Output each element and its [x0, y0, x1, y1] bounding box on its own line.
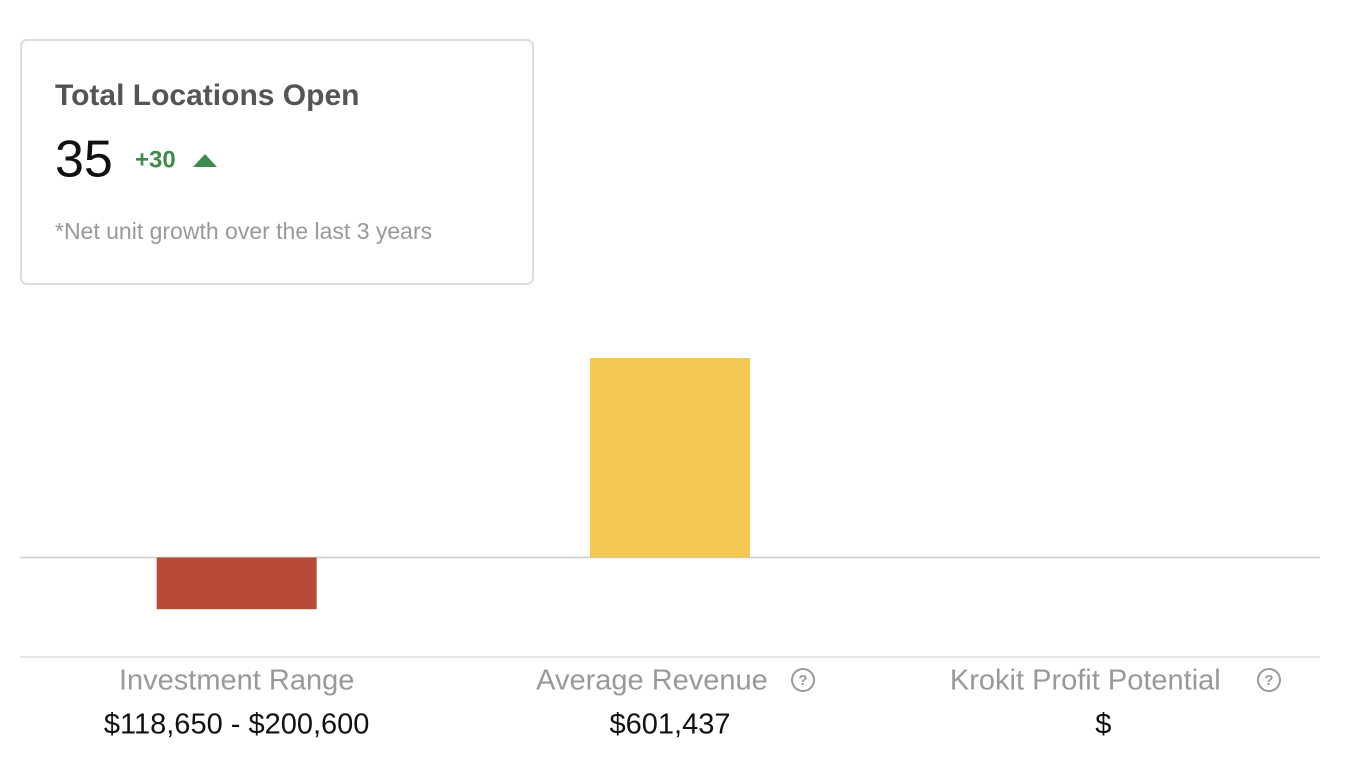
help-icon[interactable]: ?	[1257, 668, 1281, 692]
summary-value: $601,437	[610, 709, 731, 741]
category-label: Investment Range	[119, 665, 354, 697]
category-label: Krokit Profit Potential	[950, 665, 1221, 697]
bar	[156, 557, 317, 610]
svg-text:?: ?	[1264, 672, 1273, 689]
card-title: Total Locations Open	[55, 79, 359, 112]
card-change: +30	[135, 146, 176, 173]
svg-text:?: ?	[798, 672, 807, 689]
up-arrow	[193, 154, 217, 167]
bar	[590, 358, 750, 558]
card	[20, 39, 534, 285]
summary-value: $	[1095, 709, 1111, 741]
category-label: Average Revenue	[536, 665, 768, 697]
card-note: *Net unit growth over the last 3 years	[55, 218, 432, 244]
card-value: 35	[55, 131, 113, 189]
summary-value: $118,650 - $200,600	[104, 709, 370, 741]
help-icon[interactable]: ?	[791, 668, 815, 692]
